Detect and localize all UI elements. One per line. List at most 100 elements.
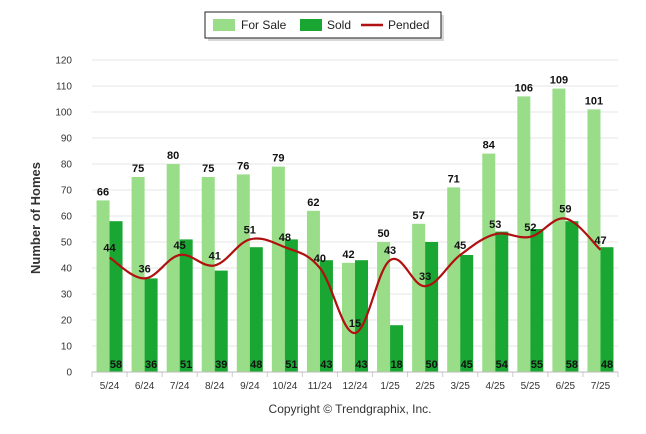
- pended-data-label: 44: [103, 243, 116, 255]
- sold-data-label: 45: [461, 359, 473, 371]
- for-sale-data-label: 75: [202, 163, 214, 175]
- x-tick-label: 6/24: [135, 381, 155, 392]
- sold-data-label: 55: [531, 359, 543, 371]
- x-tick-label: 6/25: [556, 381, 576, 392]
- legend-label-for-sale: For Sale: [241, 18, 287, 32]
- y-tick-label: 10: [61, 342, 73, 353]
- sold-bar: [425, 242, 439, 372]
- pended-data-label: 59: [559, 204, 571, 216]
- x-axis: 5/24 6/24 7/24 8/24 9/24 10/24 11/24 12/24 1/25 2…: [91, 371, 619, 392]
- data-labels: 66 58 75 36 80 51 75 39 76 48 79 51 62 43 42 43 50 18 57 50…: [97, 75, 613, 371]
- for-sale-data-label: 50: [377, 228, 389, 240]
- x-tick-label: 12/24: [342, 381, 367, 392]
- for-sale-data-label: 79: [272, 153, 284, 165]
- legend-label-sold: Sold: [327, 18, 351, 32]
- x-tick-label: 3/25: [450, 381, 470, 392]
- for-sale-bar: [166, 164, 180, 372]
- for-sale-bar: [306, 210, 320, 372]
- for-sale-data-label: 57: [413, 210, 425, 222]
- legend-swatch-for-sale: [213, 19, 235, 31]
- sold-data-label: 58: [566, 359, 578, 371]
- for-sale-data-label: 42: [342, 249, 354, 261]
- for-sale-data-label: 66: [97, 186, 109, 198]
- sold-bar: [249, 247, 263, 372]
- for-sale-data-label: 109: [550, 75, 568, 87]
- pended-line-group: [108, 217, 602, 335]
- x-tick-label: 8/24: [205, 381, 225, 392]
- y-tick-label: 110: [56, 82, 72, 93]
- y-tick-label: 70: [61, 186, 73, 197]
- sold-bar: [284, 239, 298, 372]
- for-sale-bar: [236, 174, 250, 372]
- y-tick-label: 80: [61, 160, 73, 171]
- sold-data-label: 36: [145, 359, 157, 371]
- legend-label-pended: Pended: [388, 18, 429, 32]
- y-tick-label: 0: [66, 368, 72, 379]
- x-tick-label: 7/24: [170, 381, 190, 392]
- pended-line: [108, 217, 602, 335]
- sold-bar: [390, 325, 404, 372]
- pended-data-label: 43: [384, 245, 396, 257]
- for-sale-data-label: 71: [448, 173, 460, 185]
- sold-bar: [355, 260, 368, 372]
- sold-data-label: 54: [496, 359, 509, 371]
- pended-data-label: 36: [138, 263, 150, 275]
- for-sale-data-label: 76: [237, 160, 249, 172]
- x-tick-label: 5/25: [521, 381, 541, 392]
- for-sale-bar: [131, 177, 145, 372]
- sold-data-label: 50: [426, 359, 438, 371]
- x-tick-label: 7/25: [591, 381, 611, 392]
- for-sale-data-label: 80: [167, 150, 179, 162]
- y-tick-label: 30: [61, 290, 73, 301]
- for-sale-bar: [412, 223, 426, 372]
- sold-bar: [214, 270, 228, 372]
- pended-data-label: 45: [174, 240, 186, 252]
- sold-bar: [144, 278, 158, 372]
- legend: For Sale Sold Pended: [204, 11, 444, 41]
- pended-data-label: 48: [279, 232, 291, 244]
- for-sale-data-label: 84: [483, 140, 496, 152]
- sold-bar: [179, 239, 193, 372]
- y-tick-label: 120: [55, 56, 72, 67]
- sold-data-label: 51: [180, 359, 192, 371]
- for-sale-bar: [587, 109, 601, 373]
- pended-data-label: 15: [349, 318, 361, 330]
- pended-data-label: 51: [244, 224, 256, 236]
- x-tick-label: 2/25: [415, 381, 435, 392]
- for-sale-bar: [271, 166, 285, 372]
- legend-swatch-sold: [300, 19, 322, 31]
- for-sale-bar: [342, 262, 355, 372]
- for-sale-data-label: 106: [515, 82, 533, 94]
- x-tick-label: 11/24: [308, 381, 333, 392]
- sold-bar: [530, 229, 544, 372]
- sold-data-label: 58: [110, 359, 122, 371]
- y-axis-label: Number of Homes: [28, 162, 43, 274]
- sold-bar: [600, 247, 614, 372]
- y-axis: 0 10 20 30 40 50 60 70 80 90 100 110 120: [55, 56, 72, 379]
- x-tick-label: 4/25: [486, 381, 506, 392]
- y-tick-label: 50: [61, 238, 73, 249]
- sold-data-label: 48: [601, 359, 613, 371]
- for-sale-data-label: 75: [132, 163, 144, 175]
- x-tick-label: 9/24: [240, 381, 260, 392]
- sold-bar: [495, 231, 509, 372]
- pended-data-label: 53: [489, 219, 501, 231]
- x-tick-label: 5/24: [100, 381, 120, 392]
- sold-bar: [460, 255, 474, 372]
- y-tick-label: 90: [61, 134, 73, 145]
- for-sale-bar: [201, 177, 215, 372]
- pended-data-label: 33: [419, 271, 431, 283]
- sold-data-label: 39: [215, 359, 227, 371]
- sold-bar: [565, 221, 579, 372]
- y-tick-label: 100: [55, 108, 72, 119]
- pended-data-label: 52: [524, 222, 536, 234]
- for-sale-bar: [482, 153, 496, 372]
- for-sale-bar: [447, 187, 461, 372]
- pended-data-label: 47: [594, 235, 606, 247]
- for-sale-data-label: 62: [307, 197, 319, 209]
- y-tick-label: 40: [61, 264, 73, 275]
- x-tick-label: 1/25: [380, 381, 400, 392]
- sold-data-label: 43: [320, 359, 332, 371]
- y-tick-label: 60: [61, 212, 73, 223]
